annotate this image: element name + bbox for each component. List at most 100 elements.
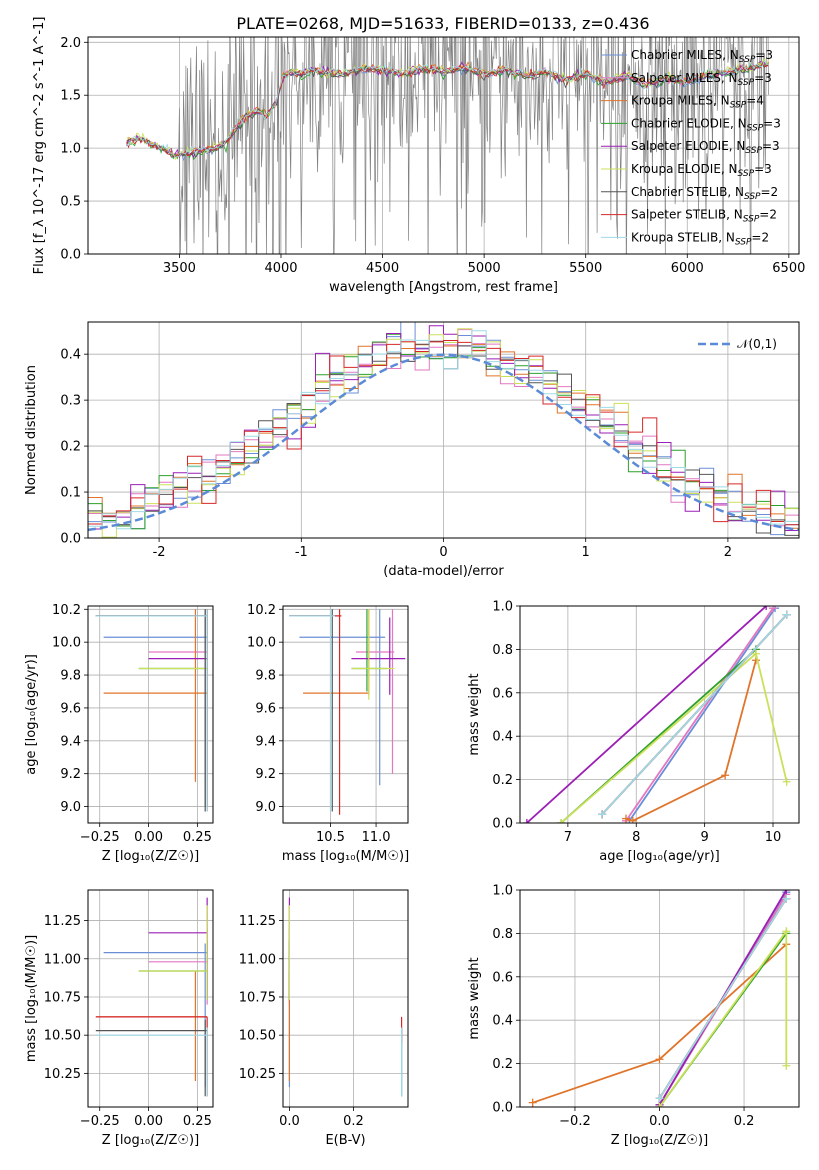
legend-entry: Chabrier MILES, NSSP=3 xyxy=(631,48,773,65)
legend-label: Chabrier MILES, N xyxy=(631,48,739,62)
mass-vs-EBV-xlabel: E(B-V) xyxy=(325,1133,365,1148)
weight-vs-age-ylabel: mass weight xyxy=(467,673,482,755)
weight-vs-age-xlabel: age [log₁₀(age/yr)] xyxy=(599,849,720,864)
weight-marker xyxy=(655,1055,664,1064)
mass-vs-Z-xtick-label: 0.25 xyxy=(183,1114,212,1129)
mass-vs-Z-ytick-label: 11.25 xyxy=(44,914,81,929)
legend-value: =3 xyxy=(763,116,781,130)
point-salpeter-stelib xyxy=(289,609,342,815)
age-vs-Z-grid xyxy=(88,606,213,823)
age-vs-Z-ytick-label: 9.6 xyxy=(60,701,81,716)
legend-sub: SSP xyxy=(738,78,755,88)
weight-marker xyxy=(628,816,637,823)
legend-label: Kroupa MILES, N xyxy=(631,94,730,108)
weight-line xyxy=(526,606,767,823)
weight-marker xyxy=(782,890,791,894)
weight-vs-Z-ytick-label: 0.8 xyxy=(492,927,513,942)
weight-line xyxy=(658,928,788,1107)
residuals-ytick-label: 0.1 xyxy=(60,486,81,501)
point-salpeter-miles xyxy=(148,928,208,1005)
residuals-ytick-label: 0.2 xyxy=(60,440,81,455)
mass-vs-EBV-grid xyxy=(283,890,408,1107)
mass-vs-EBV-frame: 0.0 0.2 10.25 10.50 10.75 11.00 11.25 E(B-V) xyxy=(239,889,409,1148)
spectrum-xlabel: wavelength [Angstrom, rest frame] xyxy=(329,280,558,295)
series-chabrier-miles xyxy=(625,606,780,823)
mass-vs-Z-ylabel: mass [log₁₀(M/M☉)] xyxy=(24,935,39,1062)
legend-label: Salpeter ELODIE, N xyxy=(631,139,745,153)
point-chabrier-stelib xyxy=(95,609,208,812)
weight-marker xyxy=(782,894,791,903)
weight-vs-age-ytick-label: 0.6 xyxy=(492,686,513,701)
residuals-xtick-label: 0 xyxy=(439,545,447,560)
residuals-xtick-label: -1 xyxy=(295,545,308,560)
age-vs-mass-ytick-label: 10.0 xyxy=(247,636,276,651)
legend-sub: SSP xyxy=(730,101,747,111)
weight-vs-age-ytick-label: 0.4 xyxy=(492,730,513,745)
age-vs-mass-xtick-label: 11.0 xyxy=(362,830,391,845)
legend-label: Kroupa STELIB, N xyxy=(631,230,735,244)
legend-value: =4 xyxy=(746,94,764,108)
residuals-xtick-label: -2 xyxy=(153,545,166,560)
weight-vs-age-ytick-label: 0.8 xyxy=(492,643,513,658)
weight-marker xyxy=(598,810,607,819)
residuals-frame: -2 -1 0 1 2 0.0 0.1 0.2 0.3 0.4 (data-model)/error… xyxy=(24,321,800,579)
weight-vs-age-xtick-label: 10 xyxy=(765,830,782,845)
weight-marker xyxy=(782,927,791,936)
age-vs-Z-frame: −0.25 0.00 0.25 9.0 9.2 9.4 9.6 9.8 10.0 10.2 Z [l… xyxy=(24,603,214,864)
age-vs-Z-ytick-label: 9.4 xyxy=(60,734,81,749)
weight-marker xyxy=(782,610,791,619)
residuals-ytick-label: 0.0 xyxy=(60,532,81,547)
spectrum-model-salpeter-stelib xyxy=(126,62,769,158)
mass-vs-Z-ytick-label: 10.75 xyxy=(44,990,81,1005)
legend-value: =3 xyxy=(755,48,773,62)
legend-value: =2 xyxy=(761,185,779,199)
age-vs-mass-plot-area xyxy=(289,609,406,815)
weight-vs-Z-xlabel: Z [log₁₀(Z/Z☉)] xyxy=(611,1133,708,1148)
point-salpeter-miles xyxy=(355,609,395,774)
legend-label: Salpeter MILES, N xyxy=(631,71,738,85)
weight-vs-age-ytick-label: 0.2 xyxy=(492,773,513,788)
residuals-plot-area xyxy=(88,322,799,538)
residuals-xlabel: (data-model)/error xyxy=(383,564,504,579)
age-vs-Z-xtick-label: 0.00 xyxy=(134,830,163,845)
mass-vs-Z-spine xyxy=(87,889,214,1108)
series-salpeter-miles xyxy=(621,606,778,823)
mass-vs-EBV-axes: 0.0 0.2 10.25 10.50 10.75 11.00 11.25 E(B-V) xyxy=(239,889,409,1148)
legend-label: Salpeter STELIB, N xyxy=(631,208,743,222)
legend-label: Chabrier ELODIE, N xyxy=(631,116,747,130)
legend-entry: Salpeter STELIB, NSSP=2 xyxy=(631,208,777,225)
weight-vs-Z-ytick-label: 0.6 xyxy=(492,970,513,985)
spectrum-xtick-label: 6000 xyxy=(671,261,704,276)
weight-line xyxy=(560,652,788,823)
residuals-ytick-label: 0.3 xyxy=(60,394,81,409)
age-vs-mass-ytick-label: 9.4 xyxy=(255,734,276,749)
legend-sub: SSP xyxy=(735,237,752,247)
legend-value: =2 xyxy=(759,208,777,222)
legend-entry: 𝒩(0,1) xyxy=(737,337,777,351)
age-vs-Z-ytick-label: 9.2 xyxy=(60,767,81,782)
legend-entry: Chabrier ELODIE, NSSP=3 xyxy=(631,116,781,133)
mass-vs-EBV-ytick-label: 10.25 xyxy=(239,1067,276,1082)
mass-vs-EBV-ytick-label: 11.25 xyxy=(239,914,276,929)
age-vs-Z-axes: −0.25 0.00 0.25 9.0 9.2 9.4 9.6 9.8 10.0 10.2 Z [l… xyxy=(24,603,214,864)
series-salpeter-elodie xyxy=(522,606,771,823)
point-salpeter-miles xyxy=(148,609,208,791)
point-salpeter-elodie xyxy=(351,617,406,695)
mass-vs-EBV-spine xyxy=(282,889,409,1108)
mass-vs-Z-xlabel: Z [log₁₀(Z/Z☉)] xyxy=(102,1133,199,1148)
weight-line xyxy=(658,898,788,1099)
point-chabrier-stelib xyxy=(289,609,336,812)
age-vs-mass-ytick-label: 9.0 xyxy=(255,800,276,815)
weight-vs-age-plot-area xyxy=(522,606,791,823)
age-vs-Z-ylabel: age [log₁₀(age/yr)] xyxy=(24,654,39,775)
mass-vs-Z-ytick-label: 11.00 xyxy=(44,952,81,967)
weight-marker xyxy=(655,1103,664,1107)
point-chabrier-miles xyxy=(299,609,386,786)
series-kroupa-elodie xyxy=(557,649,791,823)
spectrum-frame: 3500 4000 4500 5000 5500 6000 6500 0.0 0.5 1.0 1.5… xyxy=(32,17,805,295)
mass-vs-Z-ytick-label: 10.25 xyxy=(44,1067,81,1082)
spectrum-axes: 3500 4000 4500 5000 5500 6000 6500 0.0 0.5 1.0 1.5… xyxy=(32,17,805,295)
weight-line xyxy=(625,607,774,822)
